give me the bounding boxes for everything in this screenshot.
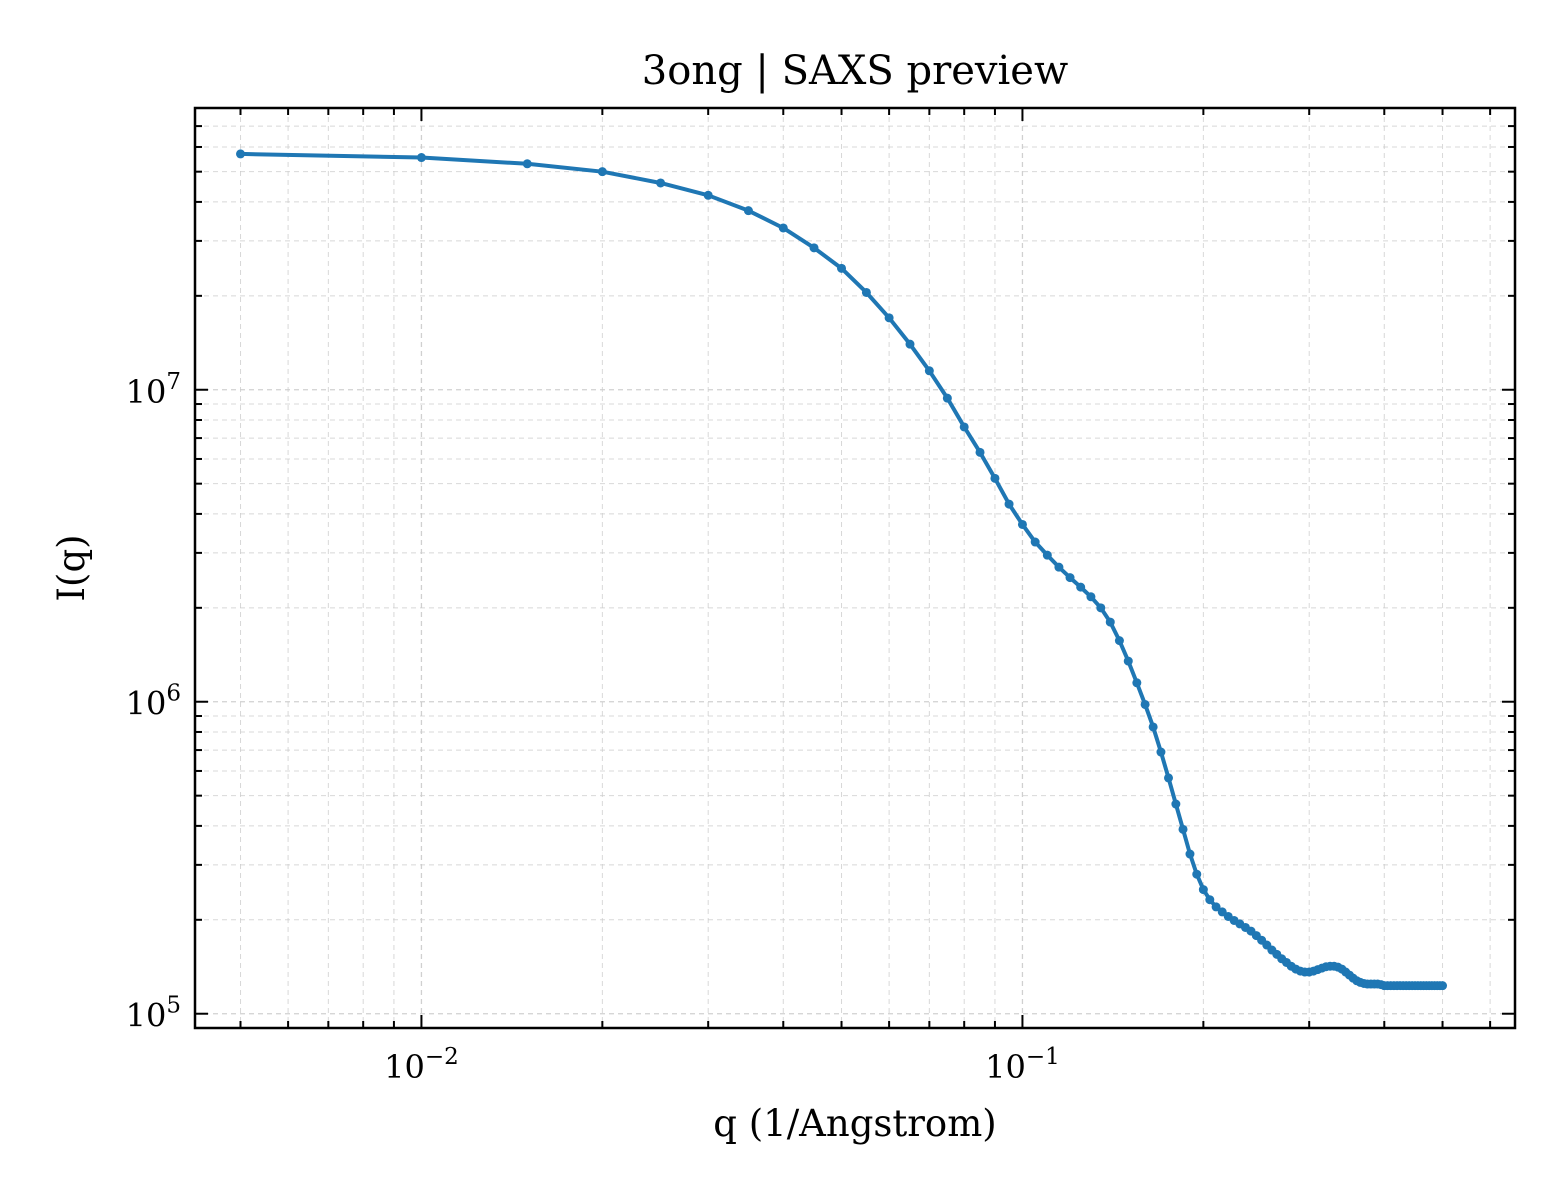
data-point bbox=[1438, 981, 1448, 991]
data-point bbox=[597, 167, 607, 177]
data-point bbox=[416, 153, 426, 163]
data-point bbox=[1132, 678, 1142, 688]
data-point bbox=[1096, 603, 1106, 613]
data-point bbox=[884, 313, 894, 323]
data-point bbox=[743, 206, 753, 216]
y-tick-label: 105 bbox=[126, 993, 181, 1035]
data-point bbox=[1140, 699, 1150, 709]
data-point bbox=[990, 473, 1000, 483]
data-point bbox=[1065, 573, 1075, 583]
data-point bbox=[1148, 722, 1158, 732]
y-tick-label: 106 bbox=[126, 681, 181, 723]
data-point bbox=[236, 149, 246, 159]
data-point bbox=[1042, 550, 1052, 560]
data-point bbox=[1017, 519, 1027, 529]
y-axis-label: I(q) bbox=[50, 534, 93, 601]
x-axis-label: q (1/Angstrom) bbox=[713, 1102, 996, 1145]
data-point bbox=[1004, 499, 1014, 509]
x-tick-label: 10−1 bbox=[985, 1044, 1060, 1086]
data-point bbox=[1164, 773, 1174, 783]
data-point bbox=[1171, 799, 1181, 809]
data-point bbox=[1086, 592, 1096, 602]
data-point bbox=[1205, 895, 1215, 905]
data-point bbox=[1114, 636, 1124, 646]
data-point bbox=[1054, 562, 1064, 572]
data-point bbox=[809, 243, 819, 253]
data-point bbox=[703, 190, 713, 200]
data-series bbox=[236, 149, 1448, 991]
data-point bbox=[942, 393, 952, 403]
data-point bbox=[959, 422, 969, 432]
data-point bbox=[1198, 885, 1208, 895]
data-point bbox=[1185, 849, 1195, 859]
data-point bbox=[1123, 656, 1133, 666]
data-point bbox=[1030, 537, 1040, 547]
data-point bbox=[905, 339, 915, 349]
data-point bbox=[861, 287, 871, 297]
data-point bbox=[1076, 582, 1086, 592]
data-point bbox=[522, 159, 532, 169]
data-point bbox=[1211, 902, 1221, 912]
chart-title: 3ong | SAXS preview bbox=[642, 48, 1068, 94]
data-point bbox=[778, 223, 788, 233]
plot-frame bbox=[193, 106, 1517, 1030]
data-point bbox=[1178, 824, 1188, 834]
y-tick-label: 107 bbox=[126, 369, 181, 411]
data-point bbox=[1192, 869, 1202, 879]
data-point bbox=[656, 178, 666, 188]
data-point bbox=[1156, 747, 1166, 757]
data-point bbox=[1105, 617, 1115, 627]
x-tick-label: 10−2 bbox=[384, 1044, 459, 1086]
tick-marks bbox=[195, 107, 1515, 1029]
data-point bbox=[975, 447, 985, 457]
data-point bbox=[924, 366, 934, 376]
data-point bbox=[837, 263, 847, 273]
tick-labels: 10−2 10−1 105 106 107 bbox=[126, 369, 1060, 1086]
